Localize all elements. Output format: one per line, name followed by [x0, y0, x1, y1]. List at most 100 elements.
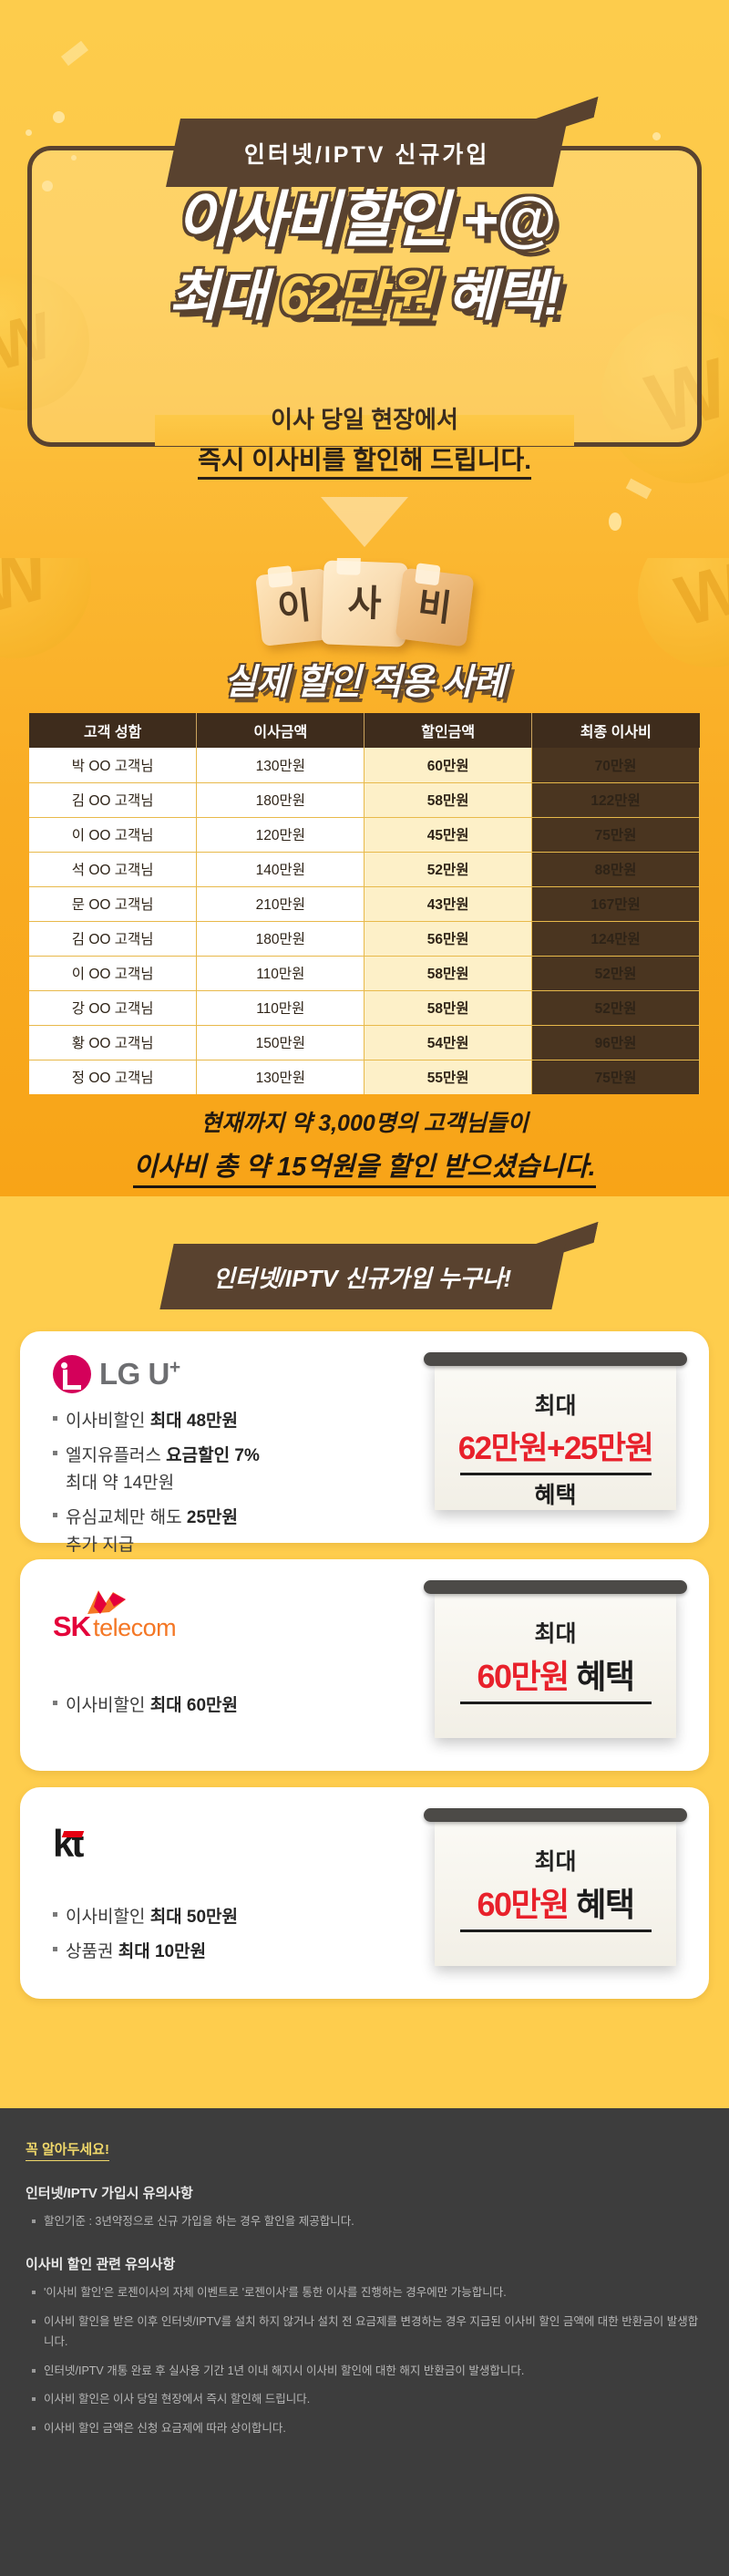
lguplus-brand-label: LG U+	[99, 1357, 180, 1391]
cell-final: 52만원	[531, 990, 700, 1026]
bullet-bold: 요금할인 7%	[166, 1446, 260, 1466]
cases-section: 이사비 실제 할인 적용 사례 고객 성함 이사금액 할인금액 최종 이사비 박…	[0, 558, 729, 1196]
cell-discount: 45만원	[364, 817, 533, 853]
box-cube-2-label: 사	[346, 583, 383, 625]
kt-benefit-list: 이사비할인 최대 50만원 상품권 최대 10만원	[53, 1904, 238, 1974]
column-header-final: 최종 이사비	[531, 713, 700, 748]
cell-discount: 60만원	[364, 748, 533, 783]
sk-bird-icon: SK telecom	[53, 1590, 177, 1643]
hero-headline-2-highlight: 62만원	[279, 265, 435, 326]
benefit-amount-row: 60만원 혜택	[435, 1650, 676, 1698]
benefit-amount: 60만원	[477, 1658, 570, 1695]
carriers-ribbon-label: 인터넷/IPTV 신규가입 누구나!	[213, 1264, 512, 1292]
list-item: 상품권 최대 10만원	[53, 1939, 238, 1965]
kt-red-bar-icon	[62, 1831, 85, 1837]
decor-dot	[26, 129, 32, 136]
coin-graphic	[601, 310, 729, 483]
benefit-bottom-label: 혜택	[576, 1658, 635, 1695]
footer-list-item: 인터넷/IPTV 개통 완료 후 실사용 기간 1년 이내 해지시 이사비 할인…	[26, 2362, 703, 2382]
bullet-bold: 최대 60만원	[149, 1696, 239, 1715]
hero-sub-line-2: 즉시 이사비를 할인해 드립니다.	[0, 440, 729, 480]
kt-logo: kt	[53, 1822, 85, 1866]
cell-final: 122만원	[531, 782, 700, 818]
carrier-card-sktelecom[interactable]: SK telecom 이사비할인 최대 60만원 최대 60만원 혜택	[20, 1559, 709, 1771]
cell-discount: 56만원	[364, 921, 533, 957]
lguplus-logo: LG U+	[53, 1355, 180, 1393]
hero-headline-1: 이사비할인 +@	[175, 186, 555, 254]
hero-sub-line-2-text: 즉시 이사비를 할인해 드립니다.	[198, 446, 531, 480]
table-row: 강 OO 고객님 110만원 58만원 52만원	[29, 990, 700, 1026]
lguplus-brand-text: LG U	[99, 1357, 169, 1391]
cell-customer: 황 OO 고객님	[29, 1025, 198, 1060]
sktelecom-logo: SK telecom	[53, 1590, 177, 1643]
table-row: 김 OO 고객님 180만원 56만원 124만원	[29, 921, 700, 957]
bullet-text: 이사비할인	[66, 1908, 150, 1927]
cell-customer: 박 OO 고객님	[29, 748, 198, 783]
footer-title: 꼭 알아두세요!	[26, 2139, 109, 2161]
column-header-customer: 고객 성함	[29, 713, 198, 748]
sk-telecom-text: telecom	[93, 1614, 177, 1641]
list-item: 이사비할인 최대 50만원	[53, 1904, 238, 1930]
cell-final: 88만원	[531, 852, 700, 887]
box-cube-2: 사	[321, 558, 408, 647]
cell-discount: 58만원	[364, 956, 533, 991]
cell-customer: 석 OO 고객님	[29, 852, 198, 887]
cases-summary-line-1: 현재까지 약 3,000명의 고객님들이	[200, 1111, 529, 1136]
cell-final: 96만원	[531, 1025, 700, 1060]
cell-discount: 58만원	[364, 990, 533, 1026]
table-row: 석 OO 고객님 140만원 52만원 88만원	[29, 852, 700, 887]
cell-moving-cost: 110만원	[196, 990, 365, 1026]
discount-cases-table: 고객 성함 이사금액 할인금액 최종 이사비 박 OO 고객님 130만원 60만원…	[29, 713, 700, 1094]
sktelecom-benefit-badge: 최대 60만원 혜택	[424, 1580, 687, 1738]
carriers-ribbon: 인터넷/IPTV 신규가입 누구나!	[159, 1244, 566, 1309]
cases-summary: 현재까지 약 3,000명의 고객님들이 이사비 총 약 15억원을 할인 받으…	[0, 1105, 729, 1188]
benefit-divider	[459, 1702, 652, 1704]
hero-frame-notch	[155, 415, 574, 446]
hero-headline-2: 최대 62만원 혜택!	[0, 269, 729, 324]
cell-moving-cost: 130만원	[196, 1060, 365, 1094]
footer-group-1-list: 할인기준 : 3년약정으로 신규 가입을 하는 경우 할인을 제공합니다.	[26, 2212, 703, 2232]
bullet-text: 엘지유플러스	[66, 1446, 167, 1466]
list-item: 이사비할인 최대 48만원	[53, 1408, 260, 1434]
footer-list-item: 이사비 할인 금액은 신청 요금제에 따라 상이합니다.	[26, 2419, 703, 2439]
sk-brand-text: SK	[53, 1610, 91, 1642]
bullet-text: 유심교체만 해도	[66, 1508, 187, 1528]
box-cube-3-label: 비	[416, 585, 454, 630]
benefit-top-label: 최대	[534, 1849, 577, 1875]
hero-section: 인터넷/IPTV 신규가입 이사비할인 +@ 최대 62만원 혜택! 이사 당일…	[0, 0, 729, 558]
decor-square	[60, 40, 89, 67]
benefit-divider	[459, 1929, 652, 1932]
box-tape-icon	[415, 563, 441, 586]
carrier-card-kt[interactable]: kt 이사비할인 최대 50만원 상품권 최대 10만원 최대 60만원 혜택	[20, 1787, 709, 1999]
bullet-text-line2: 추가 지급	[66, 1535, 135, 1555]
cell-moving-cost: 140만원	[196, 852, 365, 887]
cell-final: 75만원	[531, 1060, 700, 1094]
cell-moving-cost: 110만원	[196, 956, 365, 991]
scroll-arrow-icon	[321, 497, 408, 547]
cell-discount: 54만원	[364, 1025, 533, 1060]
bullet-bold: 최대 48만원	[149, 1412, 239, 1431]
hero-headline-2-prefix: 최대	[169, 265, 280, 326]
footer-group-2-list: '이사비 할인'은 로젠이사의 자체 이벤트로 '로젠이사'를 통한 이사를 진…	[26, 2283, 703, 2439]
hero-headline-2-suffix: 혜택!	[433, 265, 561, 326]
cell-customer: 문 OO 고객님	[29, 886, 198, 922]
sk-bird-svg	[87, 1590, 126, 1614]
decor-dot	[71, 155, 77, 160]
hero-ribbon-label: 인터넷/IPTV 신규가입	[243, 141, 490, 168]
bullet-bold: 최대 10만원	[118, 1942, 207, 1962]
table-row: 황 OO 고객님 150만원 54만원 96만원	[29, 1025, 700, 1060]
table-row: 박 OO 고객님 130만원 60만원 70만원	[29, 748, 700, 783]
table-row: 이 OO 고객님 110만원 58만원 52만원	[29, 956, 700, 991]
lguplus-benefit-badge: 최대 62만원+25만원 혜택	[424, 1352, 687, 1510]
carrier-card-lguplus[interactable]: LG U+ 이사비할인 최대 48만원 엘지유플러스 요금할인 7% 최대 약 1…	[20, 1331, 709, 1555]
cell-discount: 52만원	[364, 852, 533, 887]
decor-dot	[609, 512, 621, 531]
cell-discount: 55만원	[364, 1060, 533, 1094]
benefit-top-label: 최대	[534, 1393, 577, 1419]
cell-final: 70만원	[531, 748, 700, 783]
column-header-discount: 할인금액	[364, 713, 533, 748]
benefit-amount: 60만원	[477, 1886, 570, 1923]
cell-moving-cost: 180만원	[196, 782, 365, 818]
hero-ribbon: 인터넷/IPTV 신규가입	[166, 119, 568, 187]
